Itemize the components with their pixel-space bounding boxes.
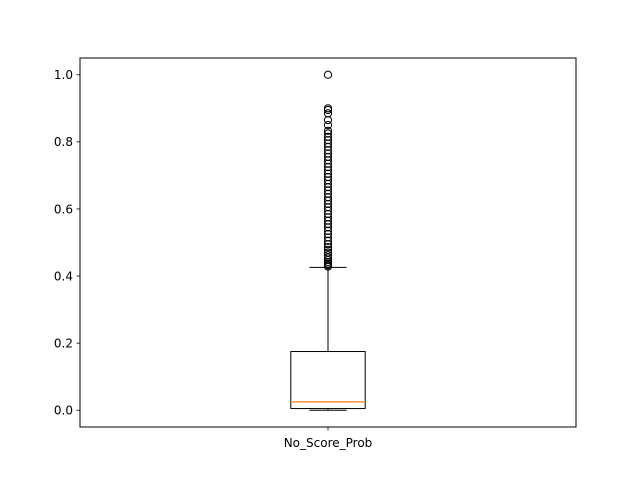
outlier-point [323, 129, 333, 138]
x-axis: No_Score_Prob [284, 427, 373, 450]
y-axis: 0.0 0.2 0.4 0.6 0.8 1.0 [54, 68, 80, 418]
outlier-point [323, 245, 333, 254]
outlier-point [323, 70, 333, 79]
y-tick-label: 0.8 [54, 135, 73, 149]
x-tick-label: No_Score_Prob [284, 436, 373, 450]
y-tick-label: 0.6 [54, 202, 73, 216]
y-tick-label: 0.0 [54, 404, 73, 418]
box-series [290, 70, 366, 411]
outlier-point [323, 243, 333, 252]
plot-area [79, 57, 577, 428]
y-tick-label: 0.2 [54, 336, 73, 350]
outlier-point [323, 253, 333, 262]
y-tick-label: 1.0 [54, 68, 73, 82]
outlier-point [323, 248, 333, 257]
outlier-point [323, 109, 333, 118]
outlier-point [323, 126, 333, 135]
outlier-point [323, 132, 333, 141]
outlier-point [323, 120, 333, 130]
outlier-point [323, 251, 333, 260]
outlier-point [323, 104, 333, 113]
box-iqr [290, 351, 366, 410]
y-tick-label: 0.4 [54, 269, 73, 283]
